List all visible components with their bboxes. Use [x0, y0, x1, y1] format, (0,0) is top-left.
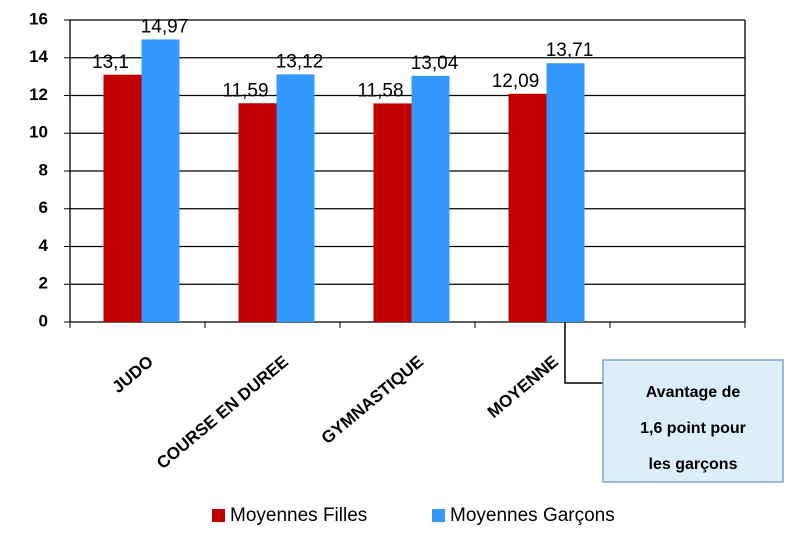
legend-label: Moyennes Filles	[230, 505, 367, 526]
legend-swatch	[432, 509, 445, 522]
legend-swatch	[212, 509, 225, 522]
value-label: 13,71	[546, 40, 594, 61]
annotation-text: les garçons	[649, 456, 738, 473]
value-label: 13,04	[411, 53, 459, 74]
legend-label: Moyennes Garçons	[450, 505, 615, 526]
bar	[411, 75, 450, 323]
value-label: 14,97	[141, 16, 189, 37]
y-tick-label: 14	[29, 47, 48, 66]
annotation-text: 1,6 point pour	[640, 420, 746, 437]
y-tick-label: 0	[39, 311, 48, 330]
bar	[238, 103, 277, 323]
bar	[546, 63, 585, 322]
y-tick-label: 16	[29, 9, 48, 28]
y-tick-label: 2	[39, 274, 48, 293]
y-tick-label: 12	[29, 85, 48, 104]
value-label: 12,09	[492, 71, 540, 92]
bar	[373, 103, 412, 323]
bar	[508, 93, 547, 323]
annotation-text: Avantage de	[646, 384, 741, 401]
y-tick-label: 4	[39, 236, 49, 255]
y-tick-label: 6	[39, 198, 48, 217]
bar	[276, 74, 315, 322]
annotation-box	[602, 359, 784, 483]
value-label: 13,1	[92, 52, 129, 73]
bar	[141, 39, 180, 322]
bar	[103, 74, 142, 322]
value-label: 11,58	[357, 80, 403, 101]
value-label: 11,59	[222, 80, 268, 101]
y-tick-label: 8	[39, 160, 48, 179]
y-tick-label: 10	[29, 123, 48, 142]
value-label: 13,12	[276, 51, 324, 72]
